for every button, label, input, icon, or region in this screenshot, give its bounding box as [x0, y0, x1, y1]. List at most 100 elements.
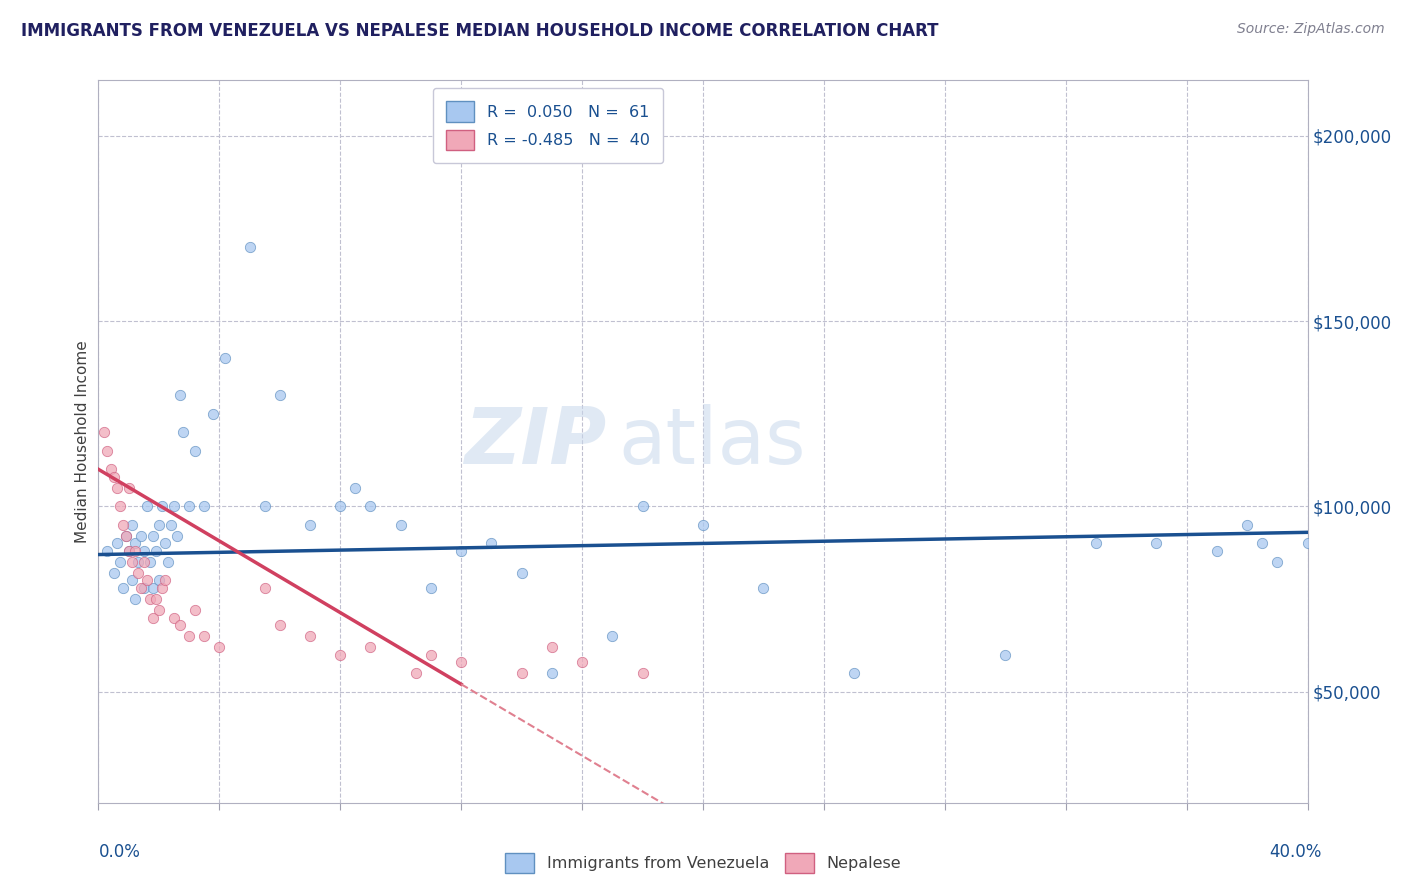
Point [169, 388, 191, 402]
Point [129, 581, 152, 595]
Point [135, 500, 157, 514]
Point [150, 500, 173, 514]
Point [184, 603, 207, 617]
Point [163, 610, 186, 624]
Point [193, 629, 215, 643]
Point [124, 536, 146, 550]
Point [481, 536, 503, 550]
Point [118, 544, 141, 558]
Point [111, 581, 134, 595]
Point [114, 529, 136, 543]
Point [631, 500, 654, 514]
Point [105, 536, 128, 550]
Point [1085, 536, 1108, 550]
Point [844, 666, 866, 681]
Text: ZIP: ZIP [464, 403, 606, 480]
Point [510, 666, 533, 681]
Legend: Immigrants from Venezuela, Nepalese: Immigrants from Venezuela, Nepalese [499, 847, 907, 880]
Point [214, 351, 236, 366]
Point [360, 640, 382, 655]
Point [150, 581, 173, 595]
Point [118, 481, 141, 495]
Point [208, 640, 231, 655]
Point [148, 517, 170, 532]
Point [389, 517, 412, 532]
Point [1206, 544, 1229, 558]
Point [269, 618, 291, 632]
Point [142, 529, 165, 543]
Point [96, 544, 118, 558]
Point [166, 529, 188, 543]
Point [405, 666, 427, 681]
Point [329, 500, 352, 514]
Point [111, 517, 134, 532]
Point [103, 469, 125, 483]
Point [163, 500, 186, 514]
Point [145, 592, 167, 607]
Point [142, 610, 165, 624]
Point [1251, 536, 1274, 550]
Point [127, 555, 149, 569]
Point [129, 529, 152, 543]
Point [179, 500, 201, 514]
Point [602, 629, 624, 643]
Point [571, 655, 593, 669]
Point [139, 555, 162, 569]
Point [450, 544, 472, 558]
Point [510, 566, 533, 580]
Point [193, 500, 215, 514]
Point [100, 462, 122, 476]
Point [1236, 517, 1258, 532]
Point [172, 425, 194, 440]
Point [184, 443, 207, 458]
Y-axis label: Median Household Income: Median Household Income [75, 340, 90, 543]
Point [1267, 555, 1289, 569]
Point [114, 529, 136, 543]
Point [752, 581, 775, 595]
Point [124, 592, 146, 607]
Point [360, 500, 382, 514]
Point [93, 425, 115, 440]
Point [96, 443, 118, 458]
Point [239, 240, 262, 254]
Point [631, 666, 654, 681]
Text: 0.0%: 0.0% [98, 843, 141, 861]
Point [105, 481, 128, 495]
Point [299, 517, 322, 532]
Point [108, 555, 131, 569]
Point [148, 574, 170, 588]
Point [299, 629, 322, 643]
Point [156, 555, 179, 569]
Point [153, 574, 176, 588]
Point [329, 648, 352, 662]
Point [450, 655, 472, 669]
Text: atlas: atlas [619, 403, 806, 480]
Point [145, 544, 167, 558]
Point [202, 407, 225, 421]
Point [344, 481, 367, 495]
Point [253, 581, 276, 595]
Point [420, 648, 443, 662]
Point [132, 544, 155, 558]
Text: IMMIGRANTS FROM VENEZUELA VS NEPALESE MEDIAN HOUSEHOLD INCOME CORRELATION CHART: IMMIGRANTS FROM VENEZUELA VS NEPALESE ME… [21, 22, 939, 40]
Point [135, 574, 157, 588]
Point [1296, 536, 1319, 550]
Point [108, 500, 131, 514]
Point [1146, 536, 1168, 550]
Point [253, 500, 276, 514]
Point [160, 517, 183, 532]
Point [132, 555, 155, 569]
Point [132, 581, 155, 595]
Point [139, 592, 162, 607]
Point [121, 574, 143, 588]
Point [103, 566, 125, 580]
Point [269, 388, 291, 402]
Point [118, 544, 141, 558]
Point [127, 566, 149, 580]
Point [121, 555, 143, 569]
Point [153, 536, 176, 550]
Point [179, 629, 201, 643]
Point [420, 581, 443, 595]
Point [142, 581, 165, 595]
Point [121, 517, 143, 532]
